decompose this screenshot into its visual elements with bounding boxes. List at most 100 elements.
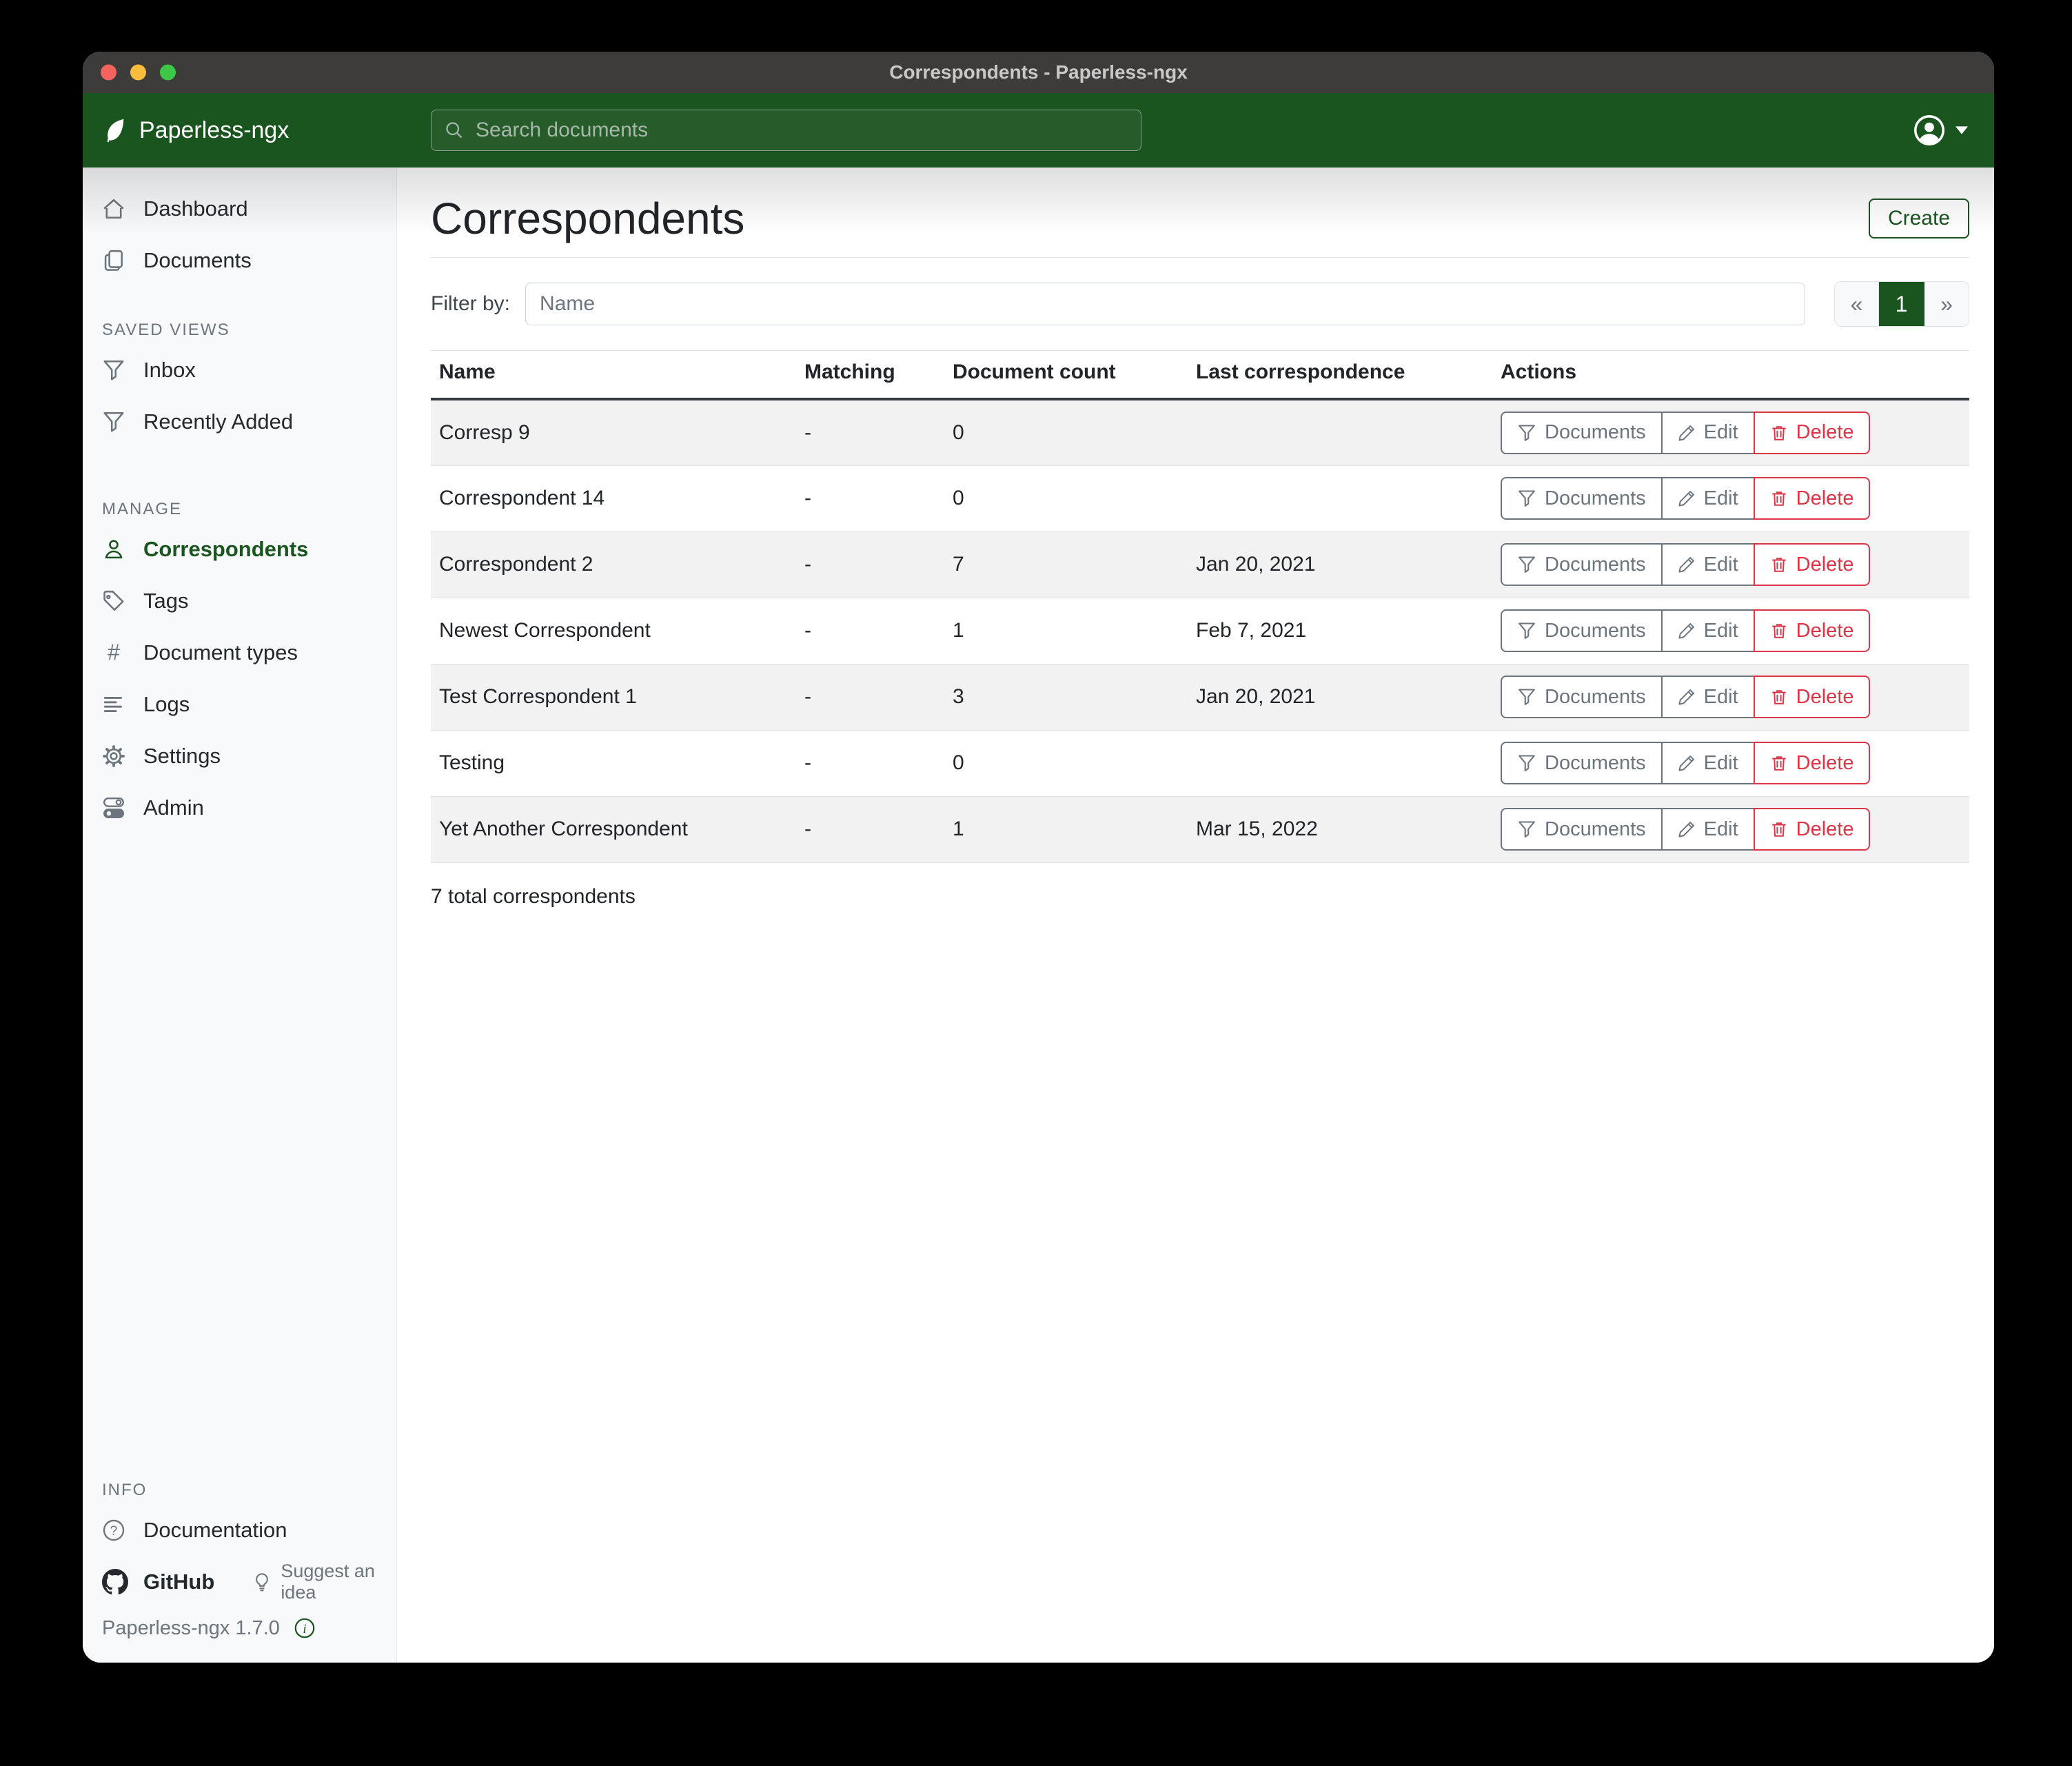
documents-button[interactable]: Documents	[1501, 609, 1663, 652]
funnel-icon	[1517, 621, 1536, 640]
funnel-icon	[1517, 423, 1536, 443]
edit-button[interactable]: Edit	[1660, 808, 1755, 851]
version-label: Paperless-ngx 1.7.0	[102, 1616, 280, 1639]
sidebar-item-document-types[interactable]: # Document types	[83, 627, 396, 678]
delete-button[interactable]: Delete	[1753, 477, 1871, 520]
table-row: Test Correspondent 1 - 3 Jan 20, 2021 Do…	[431, 664, 1969, 731]
search-bar[interactable]	[431, 110, 1141, 151]
svg-text:i: i	[303, 1622, 306, 1636]
funnel-icon	[1517, 555, 1536, 574]
cell-name: Testing	[431, 730, 796, 797]
edit-button[interactable]: Edit	[1660, 543, 1755, 586]
pencil-icon	[1678, 556, 1696, 574]
pagination: « 1 »	[1834, 281, 1969, 327]
lightbulb-icon	[252, 1572, 272, 1592]
cell-document-count: 1	[944, 598, 1188, 664]
window-controls	[101, 64, 176, 81]
column-header-actions: Actions	[1492, 350, 1969, 400]
brand[interactable]: Paperless-ngx	[102, 117, 431, 144]
cell-name: Corresp 9	[431, 399, 796, 466]
delete-button[interactable]: Delete	[1753, 543, 1871, 586]
chevron-down-icon	[1956, 126, 1968, 134]
delete-button[interactable]: Delete	[1753, 808, 1871, 851]
cell-last-correspondence: Feb 7, 2021	[1188, 598, 1492, 664]
funnel-icon	[102, 358, 125, 382]
sidebar-item-documentation[interactable]: ? Documentation	[83, 1504, 396, 1556]
info-circle-icon[interactable]: i	[294, 1617, 316, 1639]
leaf-logo-icon	[102, 117, 128, 143]
page-title: Correspondents	[431, 194, 745, 243]
delete-button[interactable]: Delete	[1753, 742, 1871, 784]
pagination-prev-button[interactable]: «	[1835, 282, 1879, 326]
documents-button[interactable]: Documents	[1501, 808, 1663, 851]
cell-last-correspondence	[1188, 465, 1492, 532]
table-row: Newest Correspondent - 1 Feb 7, 2021 Doc…	[431, 598, 1969, 664]
user-menu[interactable]	[1914, 115, 1975, 145]
sidebar-item-documents[interactable]: Documents	[83, 234, 396, 286]
pencil-icon	[1678, 688, 1696, 706]
zoom-button[interactable]	[160, 64, 176, 81]
github-icon	[102, 1568, 128, 1595]
gear-icon	[102, 744, 125, 768]
documents-button[interactable]: Documents	[1501, 543, 1663, 586]
documents-button[interactable]: Documents	[1501, 676, 1663, 718]
cell-document-count: 0	[944, 465, 1188, 532]
macos-titlebar: Correspondents - Paperless-ngx	[83, 52, 1994, 93]
edit-button[interactable]: Edit	[1660, 477, 1755, 520]
filter-name-input[interactable]	[525, 283, 1805, 325]
pagination-page-1[interactable]: 1	[1879, 282, 1924, 326]
create-button[interactable]: Create	[1868, 199, 1969, 238]
total-count-label: 7 total correspondents	[431, 884, 636, 908]
sidebar-item-tags[interactable]: Tags	[83, 575, 396, 627]
cell-matching: -	[796, 664, 944, 731]
filter-label: Filter by:	[431, 292, 511, 315]
suggest-idea-link[interactable]: Suggest an idea	[252, 1561, 377, 1603]
cell-last-correspondence: Mar 15, 2022	[1188, 796, 1492, 863]
cell-actions: Documents Edit	[1492, 598, 1969, 664]
sidebar-item-correspondents[interactable]: Correspondents	[83, 523, 396, 575]
edit-button[interactable]: Edit	[1660, 411, 1755, 454]
trash-icon	[1770, 424, 1788, 442]
delete-button[interactable]: Delete	[1753, 609, 1871, 652]
sidebar-item-recently-added[interactable]: Recently Added	[83, 396, 396, 447]
close-button[interactable]	[101, 64, 116, 81]
funnel-icon	[1517, 753, 1536, 773]
documents-button[interactable]: Documents	[1501, 477, 1663, 520]
search-input[interactable]	[476, 119, 1128, 142]
cell-document-count: 7	[944, 531, 1188, 598]
edit-button[interactable]: Edit	[1660, 742, 1755, 784]
hash-icon: #	[108, 640, 120, 664]
sidebar-item-inbox[interactable]: Inbox	[83, 344, 396, 396]
sidebar-item-settings[interactable]: Settings	[83, 730, 396, 782]
window-title: Correspondents - Paperless-ngx	[889, 61, 1188, 83]
github-link[interactable]: GitHub	[102, 1568, 214, 1595]
sidebar-section-info: INFO	[102, 1481, 148, 1499]
edit-button[interactable]: Edit	[1660, 676, 1755, 718]
cell-matching: -	[796, 598, 944, 664]
delete-button[interactable]: Delete	[1753, 411, 1871, 454]
documents-button[interactable]: Documents	[1501, 742, 1663, 784]
sidebar-item-admin[interactable]: Admin	[83, 782, 396, 833]
sidebar-item-logs[interactable]: Logs	[83, 678, 396, 730]
cell-last-correspondence: Jan 20, 2021	[1188, 531, 1492, 598]
pencil-icon	[1678, 424, 1696, 442]
svg-text:?: ?	[110, 1523, 118, 1538]
minimize-button[interactable]	[130, 64, 146, 81]
delete-button[interactable]: Delete	[1753, 676, 1871, 718]
funnel-icon	[102, 410, 125, 434]
edit-button[interactable]: Edit	[1660, 609, 1755, 652]
sidebar-item-dashboard[interactable]: Dashboard	[83, 183, 396, 234]
pagination-next-button[interactable]: »	[1924, 282, 1969, 326]
cell-actions: Documents Edit	[1492, 465, 1969, 532]
pencil-icon	[1678, 754, 1696, 772]
sidebar: Dashboard Documents SAVED VIEWS	[83, 168, 397, 1663]
trash-icon	[1770, 556, 1788, 574]
list-icon	[102, 693, 125, 716]
question-circle-icon: ?	[102, 1519, 125, 1542]
trash-icon	[1770, 820, 1788, 838]
documents-button[interactable]: Documents	[1501, 411, 1663, 454]
pencil-icon	[1678, 820, 1696, 838]
table-row: Yet Another Correspondent - 1 Mar 15, 20…	[431, 796, 1969, 863]
sidebar-section-manage: MANAGE	[102, 500, 183, 518]
cell-matching: -	[796, 399, 944, 466]
